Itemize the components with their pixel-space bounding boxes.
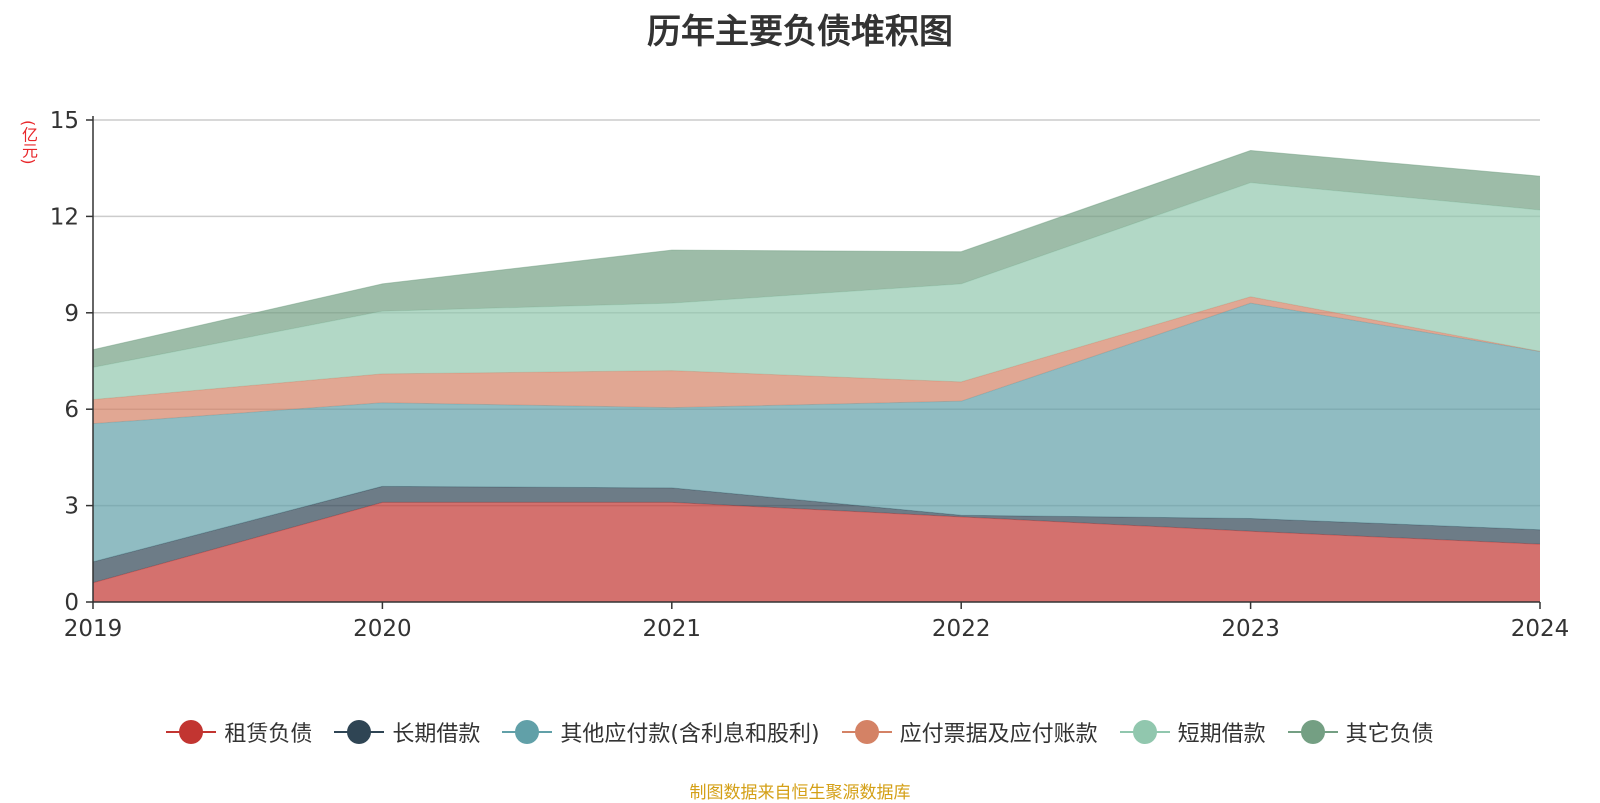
legend-marker-icon [1287, 720, 1338, 744]
y-tick-label: 9 [64, 301, 79, 327]
legend-dot [854, 720, 879, 744]
area-series-1 [93, 502, 1540, 602]
legend-marker-icon [502, 720, 553, 744]
y-axis-label: (亿元) [19, 120, 38, 165]
legend-item[interactable]: 短期借款 [1119, 716, 1266, 748]
area-series-4 [93, 296, 1540, 424]
chart-title: 历年主要负债堆积图 [647, 12, 953, 52]
y-tick-label: 15 [50, 108, 79, 134]
legend-label: 应付票据及应付账款 [899, 722, 1098, 747]
source-note: 制图数据来自恒生聚源数据库 [689, 783, 911, 803]
legend-item[interactable]: 其它负债 [1287, 716, 1434, 748]
area-series-6 [93, 150, 1540, 368]
legend-item[interactable]: 应付票据及应付账款 [841, 716, 1098, 748]
y-tick-label: 12 [50, 204, 79, 230]
area-layer [92, 150, 1541, 602]
legend-label: 长期借款 [392, 722, 481, 747]
x-tick-label: 2021 [643, 616, 702, 642]
x-tick-label: 2020 [353, 616, 412, 642]
axis-layer: 0 3 6 9 12 15 2019 2020 2021 2022 2023 2024 [50, 108, 1570, 642]
x-tick-label: 2024 [1511, 616, 1570, 642]
area-series-5 [93, 182, 1540, 400]
legend-dot [1132, 720, 1157, 744]
legend-label: 租赁负债 [224, 722, 313, 747]
stacked-area-chart: 0 3 6 9 12 15 2019 2020 2021 2022 2023 2024 [50, 108, 1570, 642]
legend-dot [347, 720, 372, 744]
legend-label: 其他应付款(含利息和股利) [560, 722, 820, 747]
legend-item[interactable]: 长期借款 [334, 716, 480, 748]
y-tick-label: 6 [64, 397, 79, 423]
legend-marker-icon [166, 720, 217, 744]
area-line-series-1 [92, 501, 1541, 584]
y-tick-label: 3 [64, 494, 79, 520]
legend-label: 其它负债 [1345, 722, 1434, 747]
legend: 租赁负债 长期借款 其他应付款(含利息和股利) 应付票据及应付账款 短期借款 其它负债 [0, 716, 1600, 748]
legend-dot [179, 720, 204, 744]
x-tick-label: 2023 [1221, 616, 1280, 642]
area-series-3 [93, 303, 1540, 562]
legend-item[interactable]: 租赁负债 [166, 716, 312, 748]
x-tick-label: 2022 [932, 616, 991, 642]
legend-marker-icon [841, 720, 892, 744]
legend-label: 短期借款 [1177, 722, 1266, 747]
legend-dot [515, 720, 540, 744]
y-tick-label: 0 [64, 590, 79, 616]
area-line-series-6 [92, 150, 1541, 351]
legend-item[interactable]: 其他应付款(含利息和股利) [502, 716, 820, 748]
legend-marker-icon [334, 720, 385, 744]
legend-marker-icon [1119, 720, 1170, 744]
area-series-2 [93, 486, 1540, 583]
x-tick-label: 2019 [64, 616, 123, 642]
legend-dot [1300, 720, 1325, 744]
